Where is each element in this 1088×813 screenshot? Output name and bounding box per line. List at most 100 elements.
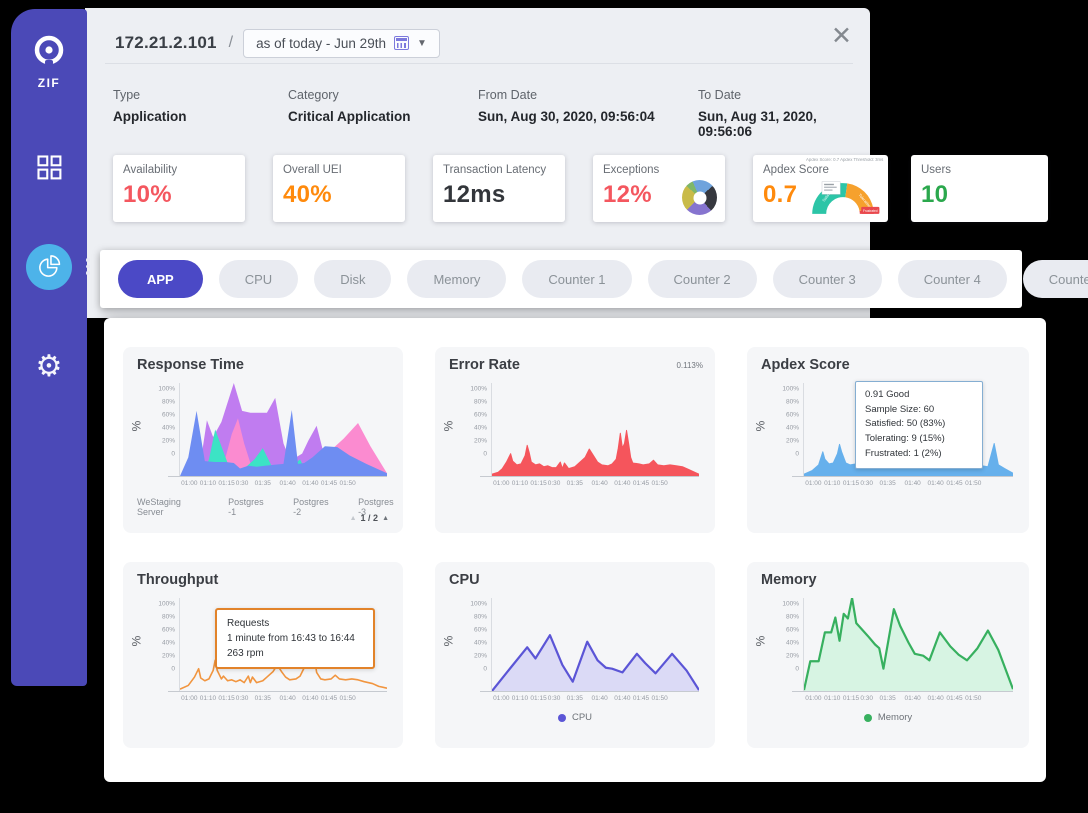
meta-value: Critical Application — [288, 109, 411, 124]
charts-panel: Response Time % 100% 80% 60% 40% 20% 0 01:00 01… — [104, 318, 1046, 782]
legend-item: Postgres -2 — [293, 497, 329, 517]
chart-legend: WeStaging Server Postgres -1 Postgres -2… — [137, 497, 403, 517]
chart-card-apdex-score: Apdex Score % 100% 80% 60% 40% 20% 0 01:00 01:1… — [747, 347, 1029, 533]
host-ip: 172.21.2.101 — [115, 33, 217, 52]
meta-label: From Date — [478, 88, 538, 102]
kpi-value: 10 — [921, 181, 949, 208]
header-divider — [105, 63, 853, 64]
chart-title: Memory — [761, 572, 817, 588]
pie-chart-icon — [39, 255, 61, 277]
chart-card-error-rate: Error Rate 0.113% % 100% 80% 60% 40% 20% 0 01:… — [435, 347, 715, 533]
kpi-card-overall-uei: Overall UEI 40% — [273, 155, 405, 222]
kpi-card-exceptions: Exceptions 12% — [593, 155, 725, 222]
sidebar-item-dashboard[interactable] — [26, 144, 72, 190]
meta-value: Sun, Aug 30, 2020, 09:56:04 — [478, 109, 655, 124]
kpi-card-users: Users 10 — [911, 155, 1048, 222]
y-axis-label: % — [441, 420, 456, 432]
chart-title: CPU — [449, 572, 480, 588]
apdex-gauge-header: Apdex Score: 0.7 Apdex Threshold: 3ms — [805, 158, 883, 163]
close-icon[interactable]: ✕ — [831, 22, 852, 50]
chart-title: Apdex Score — [761, 357, 850, 373]
kpi-label: Exceptions — [603, 164, 660, 176]
calendar-icon — [393, 36, 409, 50]
tooltip-line: 0.91 Good — [865, 389, 910, 400]
cpu-plot: 100% 80% 60% 40% 20% 0 01:00 01:10 01:15 0:30 01:3… — [470, 598, 699, 702]
chart-card-cpu: CPU % 100% 80% 60% 40% 20% 0 01:00 01:10 01:15 0:… — [435, 562, 715, 748]
legend-item: Postgres -1 — [228, 497, 264, 517]
chart-card-memory: Memory % 100% 80% 60% 40% 20% 0 01:00 01:10 01:1… — [747, 562, 1029, 748]
tab-disk[interactable]: Disk — [314, 260, 392, 298]
kpi-label: Transaction Latency — [443, 164, 547, 176]
y-axis-label: % — [753, 420, 768, 432]
meta-category: Category Critical Application — [288, 88, 411, 124]
kpi-label: Overall UEI — [283, 164, 342, 176]
kpi-value: 12ms — [443, 181, 506, 208]
apdex-tooltip: 0.91 Good Sample Size: 60 Satisfied: 50 … — [855, 381, 983, 469]
y-axis-label: % — [753, 635, 768, 647]
apdex-gauge: Satisfied Tolerating Frustrated — [812, 181, 880, 214]
gauge-tooltip — [821, 181, 841, 195]
kpi-value: 12% — [603, 181, 652, 208]
kpi-label: Availability — [123, 164, 178, 176]
tab-counter-5[interactable]: Counter 5 — [1022, 260, 1088, 298]
y-axis-label: % — [441, 635, 456, 647]
kpi-value: 10% — [123, 181, 172, 208]
y-axis-label: % — [129, 635, 144, 647]
meta-value: Application — [113, 109, 187, 124]
sidebar-item-analytics[interactable] — [26, 244, 90, 290]
tab-cpu[interactable]: CPU — [218, 260, 299, 298]
tooltip-line: Sample Size: 60 — [865, 403, 935, 415]
tab-memory[interactable]: Memory — [407, 260, 507, 298]
meta-label: To Date — [698, 88, 742, 102]
meta-from-date: From Date Sun, Aug 30, 2020, 09:56:04 — [478, 88, 655, 124]
legend-dot — [863, 713, 872, 722]
tab-app[interactable]: APP — [118, 260, 203, 298]
chart-title: Response Time — [137, 357, 244, 373]
meta-type: Type Application — [113, 88, 187, 124]
legend-item: CPU — [571, 712, 593, 723]
meta-label: Category — [288, 88, 339, 102]
gauge-label-frustrated: Frustrated — [863, 209, 878, 213]
memory-plot: 100% 80% 60% 40% 20% 0 01:00 01:10 01:15 0:30 01:3… — [782, 598, 1013, 702]
tab-counter-1[interactable]: Counter 1 — [522, 260, 632, 298]
y-axis-label: % — [129, 420, 144, 432]
date-range-label: as of today - Jun 29th — [256, 35, 386, 51]
meta-value: Sun, Aug 31, 2020, 09:56:06 — [698, 109, 817, 139]
response-time-plot: 100% 80% 60% 40% 20% 0 01:00 01:10 01:15 0:30 01:3… — [158, 383, 387, 487]
kpi-card-transaction-latency: Transaction Latency 12ms — [433, 155, 565, 222]
donut-chart-icon — [682, 180, 717, 215]
error-rate-plot: 100% 80% 60% 40% 20% 0 01:00 01:10 01:15 0:30 01:3… — [470, 383, 699, 487]
sidebar: ZIF ⚙ — [11, 9, 90, 686]
chart-legend: CPU — [435, 712, 715, 723]
gear-icon: ⚙ — [35, 350, 63, 383]
tab-counter-2[interactable]: Counter 2 — [647, 260, 757, 298]
zif-logo[interactable]: ZIF — [29, 33, 69, 90]
tooltip-line: 1 minute from 16:43 to 16:44 — [227, 633, 355, 644]
chart-title: Throughput — [137, 572, 219, 588]
date-range-dropdown[interactable]: as of today - Jun 29th ▼ — [243, 28, 440, 58]
kebab-menu-icon[interactable] — [86, 258, 90, 275]
kpi-label: Apdex Score — [763, 164, 829, 176]
legend-dot — [557, 713, 566, 722]
sidebar-item-settings[interactable]: ⚙ — [26, 344, 72, 390]
legend-pagination[interactable]: ▲ 1 / 2 ▲ — [350, 513, 389, 523]
page-indicator: 1 / 2 — [360, 513, 379, 523]
legend-item: Postgres -3 — [358, 497, 394, 517]
throughput-tooltip: Requests 1 minute from 16:43 to 16:44 26… — [215, 608, 375, 669]
dashboard-grid-icon — [37, 155, 62, 180]
error-rate-badge: 0.113% — [676, 361, 703, 370]
tooltip-line: Tolerating: 9 (15%) — [865, 433, 945, 445]
breadcrumb-separator: / — [228, 34, 234, 51]
page-up-icon[interactable]: ▲ — [349, 514, 357, 522]
page-down-icon[interactable]: ▲ — [382, 514, 389, 522]
zif-logo-icon — [34, 35, 64, 65]
metric-tabs: APP CPU Disk Memory Counter 1 Counter 2 … — [100, 250, 1088, 308]
kpi-value: 0.7 — [763, 181, 798, 208]
legend-item: WeStaging Server — [137, 497, 181, 517]
tab-counter-3[interactable]: Counter 3 — [772, 260, 882, 298]
chart-card-response-time: Response Time % 100% 80% 60% 40% 20% 0 01:00 01… — [123, 347, 403, 533]
kpi-label: Users — [921, 164, 952, 176]
tab-counter-4[interactable]: Counter 4 — [897, 260, 1007, 298]
kpi-card-availability: Availability 10% — [113, 155, 245, 222]
